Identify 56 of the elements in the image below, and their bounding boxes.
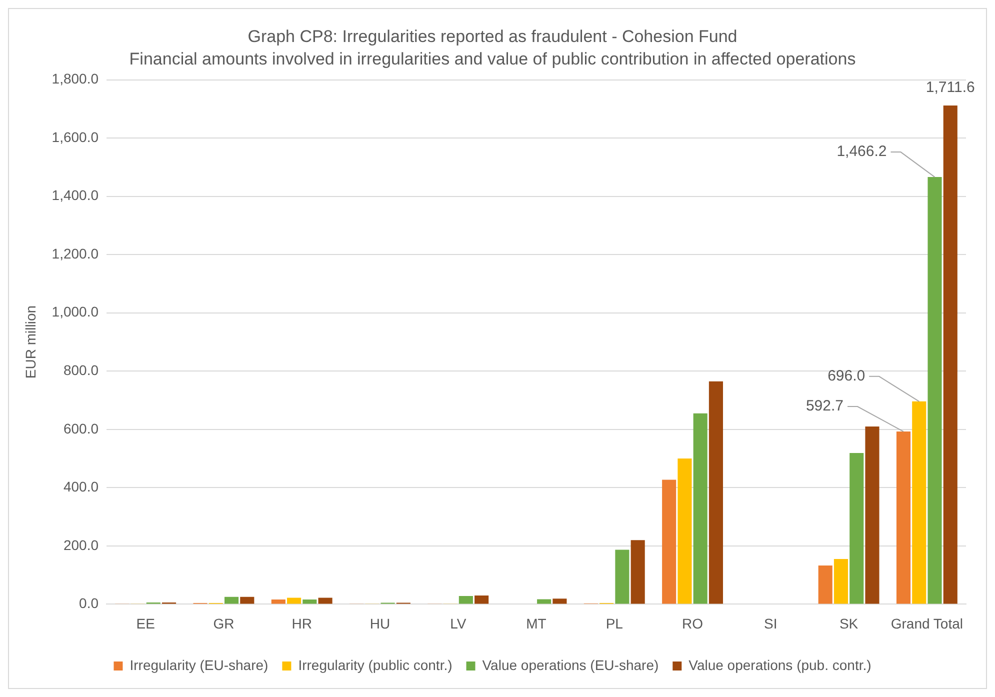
legend-label: Irregularity (EU-share) — [130, 656, 268, 673]
legend-label: Value operations (EU-share) — [482, 656, 659, 673]
bar — [693, 413, 708, 604]
bar — [474, 595, 489, 604]
x-tick-label: PL — [606, 615, 624, 632]
y-tick-label: 600.0 — [63, 420, 99, 436]
chart-title: Graph CP8: Irregularities reported as fraudulent - Cohesion Fund — [248, 26, 738, 46]
bar — [662, 480, 676, 604]
bar — [615, 550, 630, 604]
bar — [537, 599, 552, 604]
bar — [287, 598, 302, 604]
legend-label: Irregularity (public contr.) — [298, 656, 452, 673]
y-tick-label: 0.0 — [79, 595, 99, 612]
x-tick-label: LV — [450, 615, 467, 632]
bar — [834, 559, 848, 604]
y-tick-label: 1,000.0 — [52, 304, 99, 320]
bar — [708, 381, 723, 604]
chart-subtitle: Financial amounts involved in irregularities and value of public contribution in affected operations — [129, 49, 856, 68]
y-axis-title: EUR million — [22, 305, 38, 379]
y-tick-label: 1,600.0 — [52, 128, 99, 145]
x-tick-label: Grand Total — [890, 615, 963, 632]
bar — [630, 540, 645, 604]
x-tick-label: HR — [292, 615, 312, 632]
x-tick-label: SI — [764, 615, 778, 632]
bar — [943, 106, 958, 604]
bar — [896, 432, 911, 604]
x-tick-label: RO — [682, 615, 704, 632]
y-tick-label: 200.0 — [63, 536, 99, 553]
bar — [928, 177, 942, 604]
bar — [271, 600, 286, 604]
bar — [865, 426, 880, 604]
data-label: 592.7 — [806, 398, 844, 415]
x-tick-label: HU — [370, 615, 390, 632]
bar — [302, 600, 317, 604]
y-tick-label: 1,200.0 — [52, 245, 99, 262]
y-tick-label: 800.0 — [63, 362, 99, 378]
legend-label: Value operations (pub. contr.) — [688, 656, 872, 673]
data-label: 1,711.6 — [926, 79, 975, 96]
x-tick-label: MT — [526, 615, 547, 632]
bar — [318, 598, 332, 604]
data-label: 1,466.2 — [836, 143, 887, 160]
bar — [678, 458, 692, 604]
bar — [552, 598, 567, 604]
y-tick-label: 400.0 — [63, 478, 99, 495]
data-label: 696.0 — [828, 368, 866, 385]
bar — [912, 401, 926, 604]
bar — [458, 596, 473, 604]
bar — [818, 565, 832, 604]
y-tick-label: 1,800.0 — [52, 70, 99, 87]
bar — [850, 453, 864, 604]
x-tick-label: SK — [839, 615, 859, 632]
bar — [224, 596, 239, 604]
y-tick-label: 1,400.0 — [52, 187, 99, 204]
x-tick-label: GR — [213, 615, 234, 632]
x-tick-label: EE — [136, 615, 155, 632]
bar — [240, 596, 254, 604]
